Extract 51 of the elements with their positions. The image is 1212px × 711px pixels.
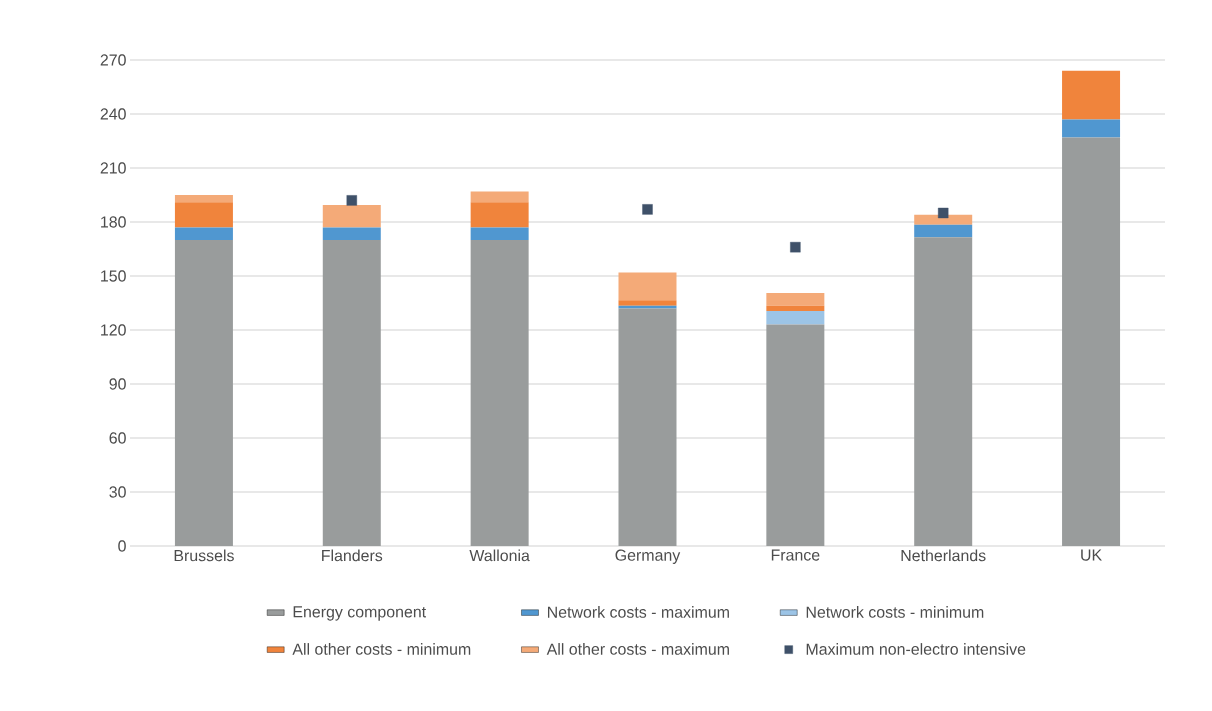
bar xyxy=(766,324,825,546)
bar xyxy=(174,195,233,203)
legend-label: Network costs - maximum xyxy=(547,606,729,618)
bar xyxy=(174,240,233,546)
y-tick-label: 0 xyxy=(118,540,126,552)
y-tick-label: 210 xyxy=(100,162,126,174)
y-tick-label: 180 xyxy=(101,216,126,228)
bar xyxy=(174,202,233,228)
x-tick-label: Germany xyxy=(615,549,681,564)
bar xyxy=(914,237,973,546)
point xyxy=(938,207,949,219)
y-tick-label: 30 xyxy=(109,486,126,498)
point xyxy=(790,241,801,253)
bar xyxy=(766,305,825,312)
bar xyxy=(470,191,529,203)
legend-label: All other costs - minimum xyxy=(292,643,471,655)
bar xyxy=(470,240,529,546)
legend-label: All other costs - maximum xyxy=(546,643,729,655)
y-tick-label: 90 xyxy=(109,378,126,390)
x-tick-label: Flanders xyxy=(322,549,383,562)
bar xyxy=(914,214,973,225)
y-tick-label: 60 xyxy=(109,432,126,444)
x-tick-label: Wallonia xyxy=(469,549,530,562)
legend-label: Energy component xyxy=(293,606,427,621)
bar xyxy=(470,227,529,240)
bar xyxy=(1062,137,1121,546)
bar xyxy=(766,293,825,306)
bar xyxy=(174,227,233,240)
bar xyxy=(914,224,973,238)
bar xyxy=(618,300,677,306)
y-tick-label: 120 xyxy=(101,324,126,336)
x-tick-label: France xyxy=(771,549,820,561)
x-tick-label: Brussels xyxy=(174,549,234,562)
legend-label: Maximum non-electro intensive xyxy=(806,643,1026,655)
bar xyxy=(322,204,381,228)
legend-label: Network costs - minimum xyxy=(806,606,984,618)
bar xyxy=(1062,70,1121,120)
bar xyxy=(618,272,677,301)
x-tick-label: Netherlands xyxy=(901,549,986,562)
bar xyxy=(322,227,381,240)
y-tick-label: 240 xyxy=(100,108,126,120)
bar xyxy=(618,308,677,546)
bar xyxy=(1062,119,1121,138)
point xyxy=(642,204,653,215)
bar xyxy=(470,202,529,228)
y-tick-label: 150 xyxy=(101,270,126,282)
y-tick-label: 270 xyxy=(100,54,126,66)
x-tick-label: UK xyxy=(1081,549,1102,561)
bar xyxy=(766,311,825,325)
point xyxy=(346,195,357,206)
bar xyxy=(322,240,381,546)
